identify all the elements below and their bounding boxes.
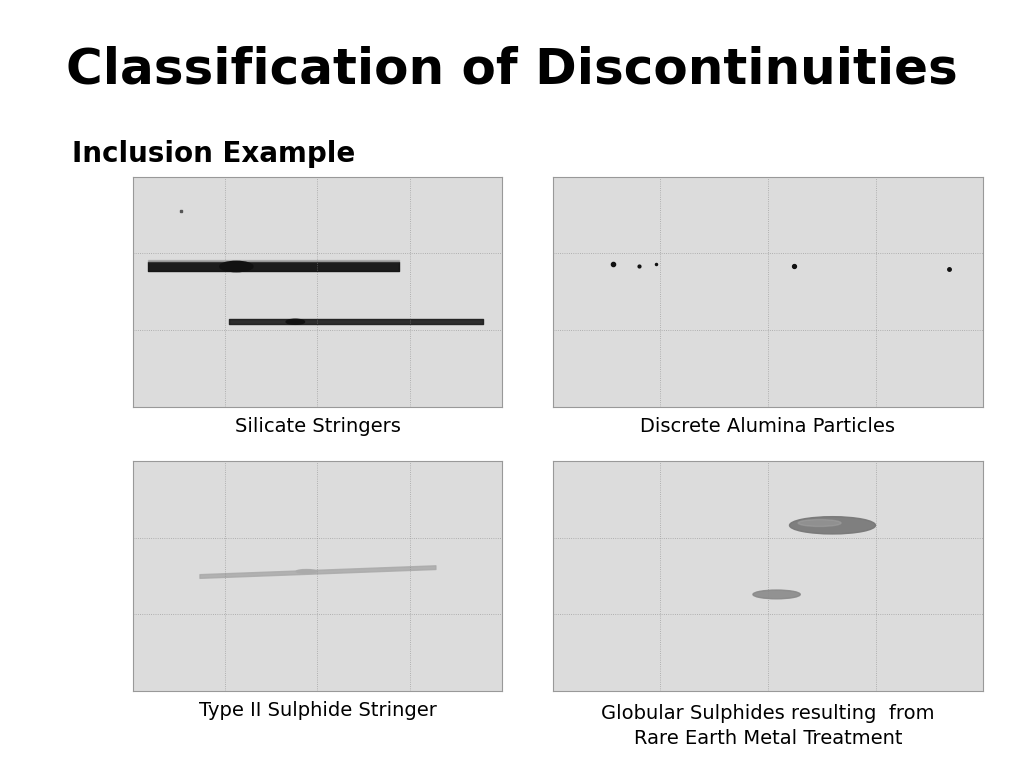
Text: Globular Sulphides resulting  from
Rare Earth Metal Treatment: Globular Sulphides resulting from Rare E… <box>601 703 935 748</box>
Text: Type II Sulphide Stringer: Type II Sulphide Stringer <box>199 701 436 720</box>
Ellipse shape <box>286 319 304 324</box>
Ellipse shape <box>220 261 253 272</box>
Text: Silicate Stringers: Silicate Stringers <box>234 417 400 435</box>
Ellipse shape <box>753 590 801 599</box>
Text: Inclusion Example: Inclusion Example <box>72 140 355 167</box>
Ellipse shape <box>798 519 841 527</box>
Ellipse shape <box>296 570 316 573</box>
Ellipse shape <box>790 517 876 534</box>
Text: Discrete Alumina Particles: Discrete Alumina Particles <box>640 417 896 435</box>
Text: Classification of Discontinuities: Classification of Discontinuities <box>67 45 957 93</box>
